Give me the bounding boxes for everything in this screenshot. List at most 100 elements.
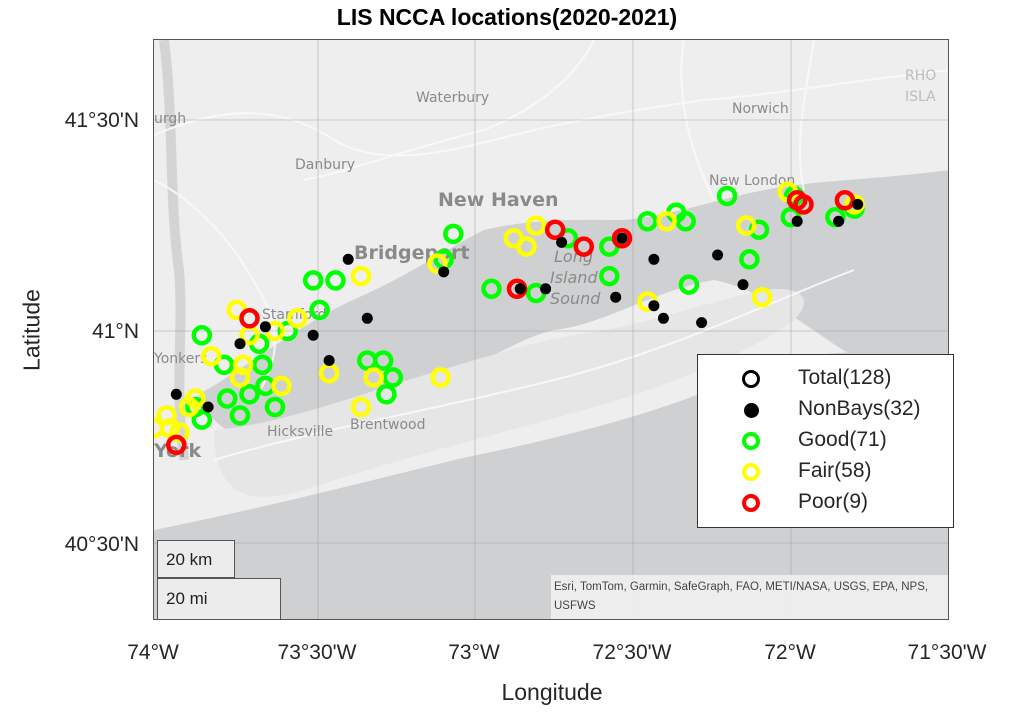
marker-good[interactable] <box>382 367 404 388</box>
marker-good[interactable] <box>277 320 298 342</box>
marker-good[interactable] <box>376 384 397 405</box>
marker-nonbays[interactable] <box>648 300 660 312</box>
marker-nonbays[interactable] <box>234 338 246 350</box>
marker-nonbays[interactable] <box>556 236 568 248</box>
svg-text:ISLA: ISLA <box>905 89 936 105</box>
svg-text:New Haven: New Haven <box>438 189 558 211</box>
marker-fair[interactable] <box>178 396 200 418</box>
marker-good[interactable] <box>599 265 620 287</box>
marker-fair[interactable] <box>751 286 773 308</box>
marker-poor[interactable] <box>166 434 187 456</box>
marker-good[interactable] <box>739 249 760 270</box>
marker-good[interactable] <box>443 223 464 245</box>
marker-fair[interactable] <box>271 375 292 397</box>
svg-text:Norwich: Norwich <box>732 101 789 117</box>
marker-good[interactable] <box>252 354 273 376</box>
marker-fair[interactable] <box>363 367 384 388</box>
filled-circle-icon <box>744 403 759 418</box>
marker-nonbays[interactable] <box>852 198 864 210</box>
scale-bar-km: 20 km <box>157 540 235 578</box>
marker-nonbays[interactable] <box>361 312 373 324</box>
marker-nonbays[interactable] <box>170 388 182 400</box>
map-attribution: Esri, TomTom, Garmin, SafeGraph, FAO, ME… <box>551 575 948 619</box>
marker-nonbays[interactable] <box>438 266 450 278</box>
marker-good[interactable] <box>302 270 324 291</box>
legend-item-fair[interactable]: Fair(58) <box>698 457 953 486</box>
marker-fair[interactable] <box>169 422 190 443</box>
marker-fair[interactable] <box>159 417 181 439</box>
svg-text:Hicksville: Hicksville <box>267 424 333 440</box>
marker-nonbays[interactable] <box>737 279 749 291</box>
marker-fair[interactable] <box>525 215 547 236</box>
xtick-74: 74°W <box>127 641 179 664</box>
marker-nonbays[interactable] <box>323 355 335 366</box>
marker-fair[interactable] <box>656 211 677 232</box>
marker-fair[interactable] <box>350 396 372 418</box>
svg-text:RHO: RHO <box>905 68 936 84</box>
marker-fair[interactable] <box>430 367 451 388</box>
svg-text:Waterbury: Waterbury <box>416 90 489 106</box>
marker-fair[interactable] <box>229 367 251 388</box>
legend[interactable]: Total(128) NonBays(32) Good(71) Fair(58)… <box>697 354 954 528</box>
svg-text:Danbury: Danbury <box>295 157 355 173</box>
y-axis-label: Latitude <box>18 289 45 371</box>
marker-nonbays[interactable] <box>610 291 622 303</box>
marker-nonbays[interactable] <box>514 283 526 295</box>
marker-nonbays[interactable] <box>791 215 803 227</box>
marker-fair[interactable] <box>156 405 177 426</box>
green-circle-icon <box>742 432 760 450</box>
marker-nonbays[interactable] <box>696 317 708 329</box>
legend-item-good[interactable]: Good(71) <box>698 426 953 455</box>
xtick-73: 73°W <box>448 641 500 664</box>
marker-good[interactable] <box>372 350 394 371</box>
marker-nonbays[interactable] <box>259 321 271 333</box>
marker-good[interactable] <box>191 324 213 346</box>
marker-good[interactable] <box>216 388 238 409</box>
marker-poor[interactable] <box>793 194 814 215</box>
marker-nonbays[interactable] <box>648 253 660 265</box>
marker-fair[interactable] <box>735 215 757 236</box>
marker-nonbays[interactable] <box>342 253 354 265</box>
marker-good[interactable] <box>229 405 251 426</box>
marker-nonbays[interactable] <box>833 215 845 227</box>
marker-good[interactable] <box>239 384 260 405</box>
xtick-72: 72°W <box>764 641 816 664</box>
marker-good[interactable] <box>264 396 286 418</box>
map-axes[interactable]: Waterbury Norwich Danbury New London urg… <box>153 39 949 620</box>
svg-text:Yonkers: Yonkers <box>154 351 207 367</box>
marker-fair[interactable] <box>350 265 372 287</box>
marker-fair[interactable] <box>287 308 308 329</box>
marker-good[interactable] <box>678 274 700 295</box>
marker-nonbays[interactable] <box>657 312 669 324</box>
svg-text:Sound: Sound <box>550 289 601 308</box>
marker-good[interactable] <box>637 211 658 232</box>
marker-nonbays[interactable] <box>540 283 552 295</box>
marker-good[interactable] <box>481 278 502 300</box>
chart-title: LIS NCCA locations(2020-2021) <box>336 4 678 30</box>
marker-fair[interactable] <box>427 253 448 274</box>
marker-poor[interactable] <box>834 189 856 211</box>
legend-item-poor[interactable]: Poor(9) <box>698 488 953 517</box>
open-circle-icon <box>742 370 760 388</box>
marker-fair[interactable] <box>516 236 537 257</box>
marker-poor[interactable] <box>611 227 633 249</box>
legend-item-nonbays[interactable]: NonBays(32) <box>698 395 953 424</box>
yellow-circle-icon <box>742 463 760 481</box>
svg-text:Island: Island <box>550 268 598 287</box>
marker-nonbays[interactable] <box>202 401 214 413</box>
marker-good[interactable] <box>716 185 738 207</box>
marker-nonbays[interactable] <box>616 232 628 244</box>
marker-nonbays[interactable] <box>307 329 319 341</box>
marker-poor[interactable] <box>573 236 595 257</box>
marker-fair[interactable] <box>201 346 222 367</box>
svg-text:Long: Long <box>554 247 593 266</box>
legend-item-total[interactable]: Total(128) <box>698 364 953 393</box>
svg-text:Brentwood: Brentwood <box>350 417 426 433</box>
marker-good[interactable] <box>309 299 330 321</box>
marker-fair[interactable] <box>232 354 254 376</box>
marker-good[interactable] <box>325 270 346 291</box>
marker-poor[interactable] <box>239 308 260 329</box>
marker-poor[interactable] <box>544 219 566 240</box>
ytick-40-30: 40°30'N <box>64 533 139 556</box>
marker-nonbays[interactable] <box>712 249 724 261</box>
